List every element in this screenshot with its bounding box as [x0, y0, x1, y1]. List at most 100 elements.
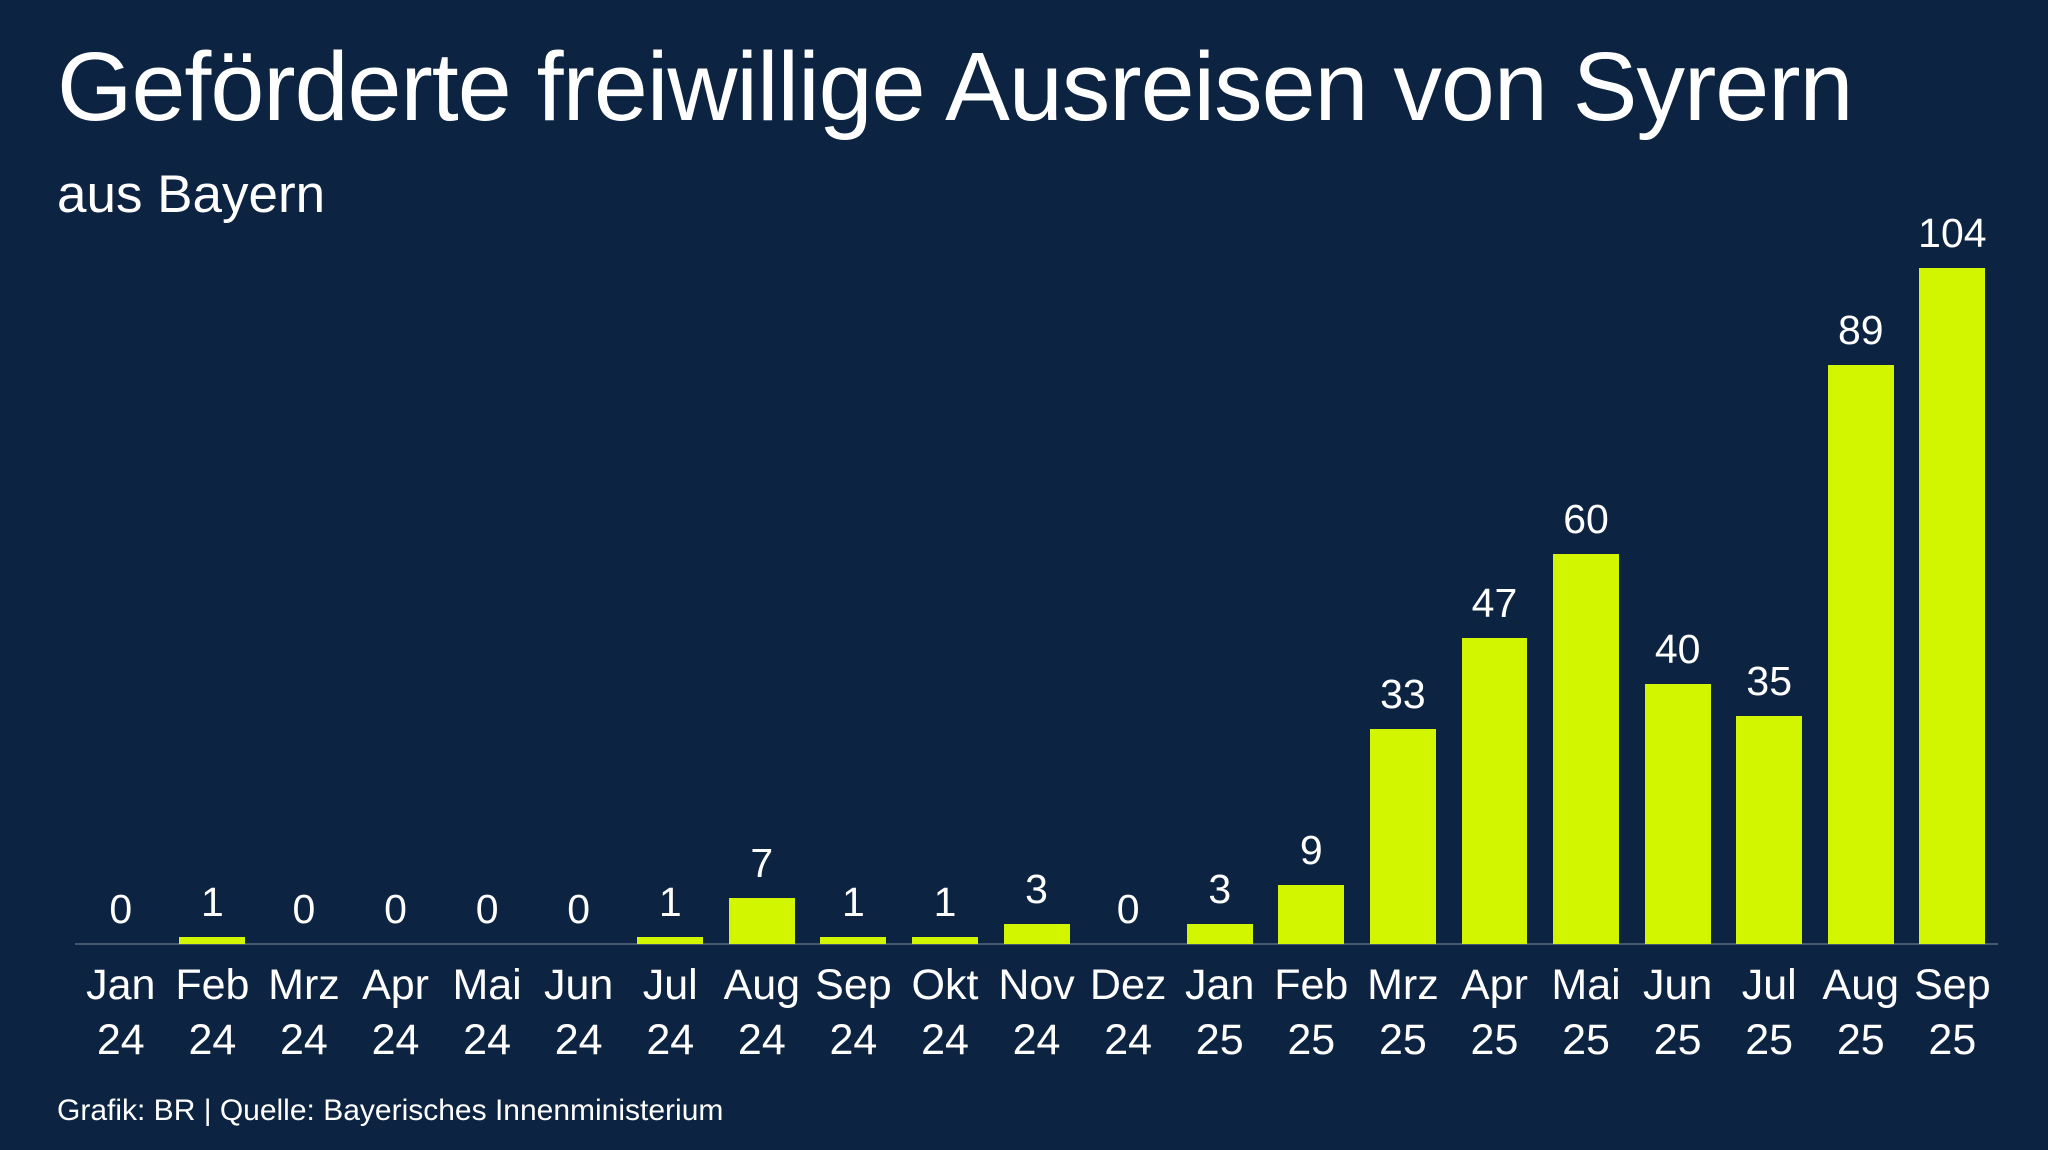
x-axis-labels: Jan 24 Feb 24 Mrz 24 Apr 24 Mai 24 Jun 2… [75, 958, 1998, 1067]
bar [1278, 885, 1345, 944]
year-label: 24 [829, 1015, 878, 1064]
bar-value-label: 3 [1025, 866, 1048, 912]
year-label: 25 [1653, 1015, 1702, 1064]
bar-column: 1 [624, 879, 716, 944]
bar [1736, 716, 1803, 944]
chart-title: Geförderte freiwillige Ausreisen von Syr… [57, 32, 1853, 141]
year-label: 24 [188, 1015, 237, 1064]
bar [637, 937, 704, 944]
bar-column: 47 [1449, 580, 1541, 944]
month-label: Mrz [1367, 961, 1439, 1009]
x-tick: Apr 24 [350, 958, 442, 1067]
bar [912, 937, 978, 944]
x-tick: Mai 25 [1540, 958, 1632, 1067]
bar-chart: 0 1 0 0 0 0 1 7 1 1 3 0 [75, 0, 1998, 1150]
bar-column: 0 [441, 886, 533, 944]
bar [1369, 729, 1436, 944]
bar-column: 104 [1907, 210, 1999, 944]
x-tick: Feb 24 [167, 958, 259, 1067]
bar [1186, 924, 1253, 944]
bar-value-label: 0 [567, 886, 591, 932]
x-tick: Sep 24 [808, 958, 900, 1067]
x-tick: Dez 24 [1082, 958, 1174, 1067]
year-label: 25 [1287, 1015, 1336, 1064]
year-label: 25 [1928, 1015, 1977, 1064]
month-label: Mai [452, 961, 522, 1009]
bar [1553, 554, 1619, 944]
bar-column: 0 [533, 886, 625, 944]
x-tick: Sep 25 [1907, 958, 1999, 1067]
x-tick: Jan 24 [75, 958, 167, 1067]
month-label: Jul [1741, 961, 1797, 1009]
bar-column: 0 [1082, 886, 1174, 944]
bar [728, 898, 795, 944]
x-tick: Mrz 24 [258, 958, 350, 1067]
year-label: 25 [1836, 1015, 1885, 1064]
bar-column: 0 [258, 886, 350, 944]
x-tick: Mrz 25 [1357, 958, 1449, 1067]
bar [1919, 268, 1986, 944]
x-tick: Jul 24 [624, 958, 716, 1067]
year-label: 25 [1470, 1015, 1519, 1064]
month-label: Jun [544, 961, 614, 1009]
year-label: 24 [1012, 1015, 1061, 1064]
month-label: Sep [1914, 961, 1991, 1009]
bar-value-label: 7 [750, 840, 774, 886]
month-label: Apr [1461, 961, 1528, 1009]
month-label: Jul [642, 961, 698, 1009]
year-label: 24 [737, 1015, 786, 1064]
bar-column: 60 [1540, 496, 1632, 944]
month-label: Mai [1551, 961, 1621, 1009]
year-label: 24 [646, 1015, 695, 1064]
month-label: Apr [362, 961, 429, 1009]
bar-value-label: 104 [1918, 210, 1987, 256]
month-label: Feb [1274, 961, 1349, 1009]
year-label: 24 [463, 1015, 512, 1064]
bar-column: 1 [899, 879, 991, 944]
bar-column: 89 [1815, 307, 1907, 944]
bar-value-label: 9 [1299, 827, 1323, 873]
x-tick: Jun 25 [1632, 958, 1724, 1067]
month-label: Okt [911, 961, 979, 1009]
bar-column: 3 [1174, 866, 1266, 944]
bar-value-label: 35 [1746, 658, 1792, 704]
x-tick: Nov 24 [991, 958, 1083, 1067]
bar [1461, 638, 1528, 944]
x-tick: Apr 25 [1449, 958, 1541, 1067]
bar-value-label: 0 [384, 886, 407, 932]
bar-value-label: 0 [1116, 886, 1140, 932]
x-tick: Aug 25 [1815, 958, 1907, 1067]
bar [1827, 365, 1894, 944]
bar-column: 40 [1632, 626, 1724, 944]
year-label: 24 [1104, 1015, 1153, 1064]
bar-column: 0 [350, 886, 442, 944]
month-label: Feb [175, 961, 250, 1009]
year-label: 25 [1562, 1015, 1610, 1064]
month-label: Jan [86, 961, 156, 1009]
bar-value-label: 47 [1471, 580, 1518, 626]
month-label: Aug [723, 961, 801, 1009]
bar-value-label: 1 [933, 879, 957, 925]
plot-area: 0 1 0 0 0 0 1 7 1 1 3 0 [75, 206, 1998, 944]
bar-value-label: 60 [1563, 496, 1609, 542]
header: Geförderte freiwillige Ausreisen von Syr… [57, 32, 1853, 225]
bar [1644, 684, 1711, 944]
bar-column: 3 [991, 866, 1083, 944]
month-label: Sep [815, 961, 892, 1009]
x-tick: Mai 24 [441, 958, 533, 1067]
x-axis-line [75, 943, 1998, 945]
month-label: Jan [1185, 961, 1255, 1009]
year-label: 24 [921, 1015, 969, 1064]
bar-value-label: 40 [1654, 626, 1701, 672]
source-credit: Grafik: BR | Quelle: Bayerisches Innenmi… [57, 1094, 724, 1127]
year-label: 25 [1195, 1015, 1244, 1064]
year-label: 25 [1378, 1015, 1427, 1064]
month-label: Mrz [268, 961, 340, 1009]
bar-column: 9 [1266, 827, 1358, 944]
year-label: 24 [371, 1015, 420, 1064]
bar-value-label: 0 [475, 886, 499, 932]
bar-column: 0 [75, 886, 167, 944]
x-tick: Aug 24 [716, 958, 808, 1067]
bar-column: 7 [716, 840, 808, 944]
